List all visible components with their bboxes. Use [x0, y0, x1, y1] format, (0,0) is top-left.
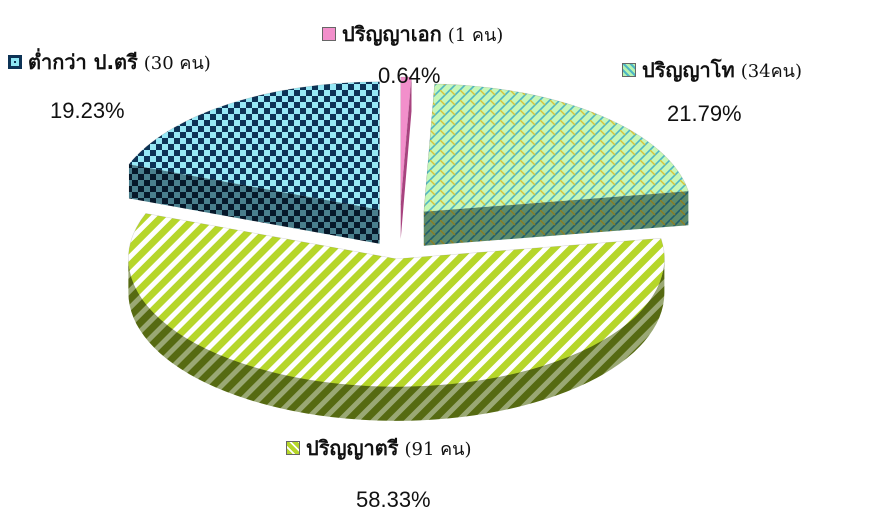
below-bachelors-name: ต่ำกว่า ป.ตรี — [28, 50, 138, 74]
bachelors-percent: 58.33% — [356, 487, 431, 512]
bachelors-slice — [128, 213, 665, 421]
slice-label-masters: ปริญญาโท (34คน) — [622, 54, 802, 86]
below-bachelors-percent: 19.23% — [50, 98, 125, 123]
bachelors-swatch — [286, 441, 300, 455]
doctorate-slice-radial-face — [400, 77, 412, 240]
below-bachelors-slice-top — [128, 81, 380, 211]
masters-slice-radial-face — [423, 191, 689, 246]
slice-label-bachelors: ปริญญาตรี (91 คน) — [286, 432, 472, 464]
bachelors-slice-side-wall — [128, 258, 665, 421]
doctorate-swatch — [322, 27, 336, 41]
below-bachelors-slice — [128, 81, 380, 244]
masters-name: ปริญญาโท — [642, 58, 735, 82]
doctorate-name: ปริญญาเอก — [342, 22, 442, 46]
below-bachelors-slice-radial-face — [128, 164, 380, 244]
masters-slice-top — [423, 83, 689, 213]
masters-percent: 21.79% — [667, 101, 742, 126]
below-bachelors-swatch — [8, 55, 22, 69]
doctorate-slice-top — [400, 76, 412, 206]
doctorate-count: (1 คน) — [447, 24, 504, 46]
masters-slice — [423, 83, 689, 246]
below-bachelors-count: (30 คน) — [143, 52, 211, 74]
bachelors-name: ปริญญาตรี — [306, 436, 399, 460]
masters-swatch — [622, 63, 636, 77]
slice-label-below-bachelors: ต่ำกว่า ป.ตรี (30 คน) — [8, 46, 211, 78]
slice-label-doctorate: ปริญญาเอก (1 คน) — [322, 18, 503, 50]
masters-count: (34คน) — [740, 60, 802, 82]
bachelors-slice-top — [128, 213, 665, 388]
bachelors-count: (91 คน) — [404, 438, 472, 460]
doctorate-percent: 0.64% — [378, 63, 441, 88]
doctorate-slice — [400, 76, 412, 240]
